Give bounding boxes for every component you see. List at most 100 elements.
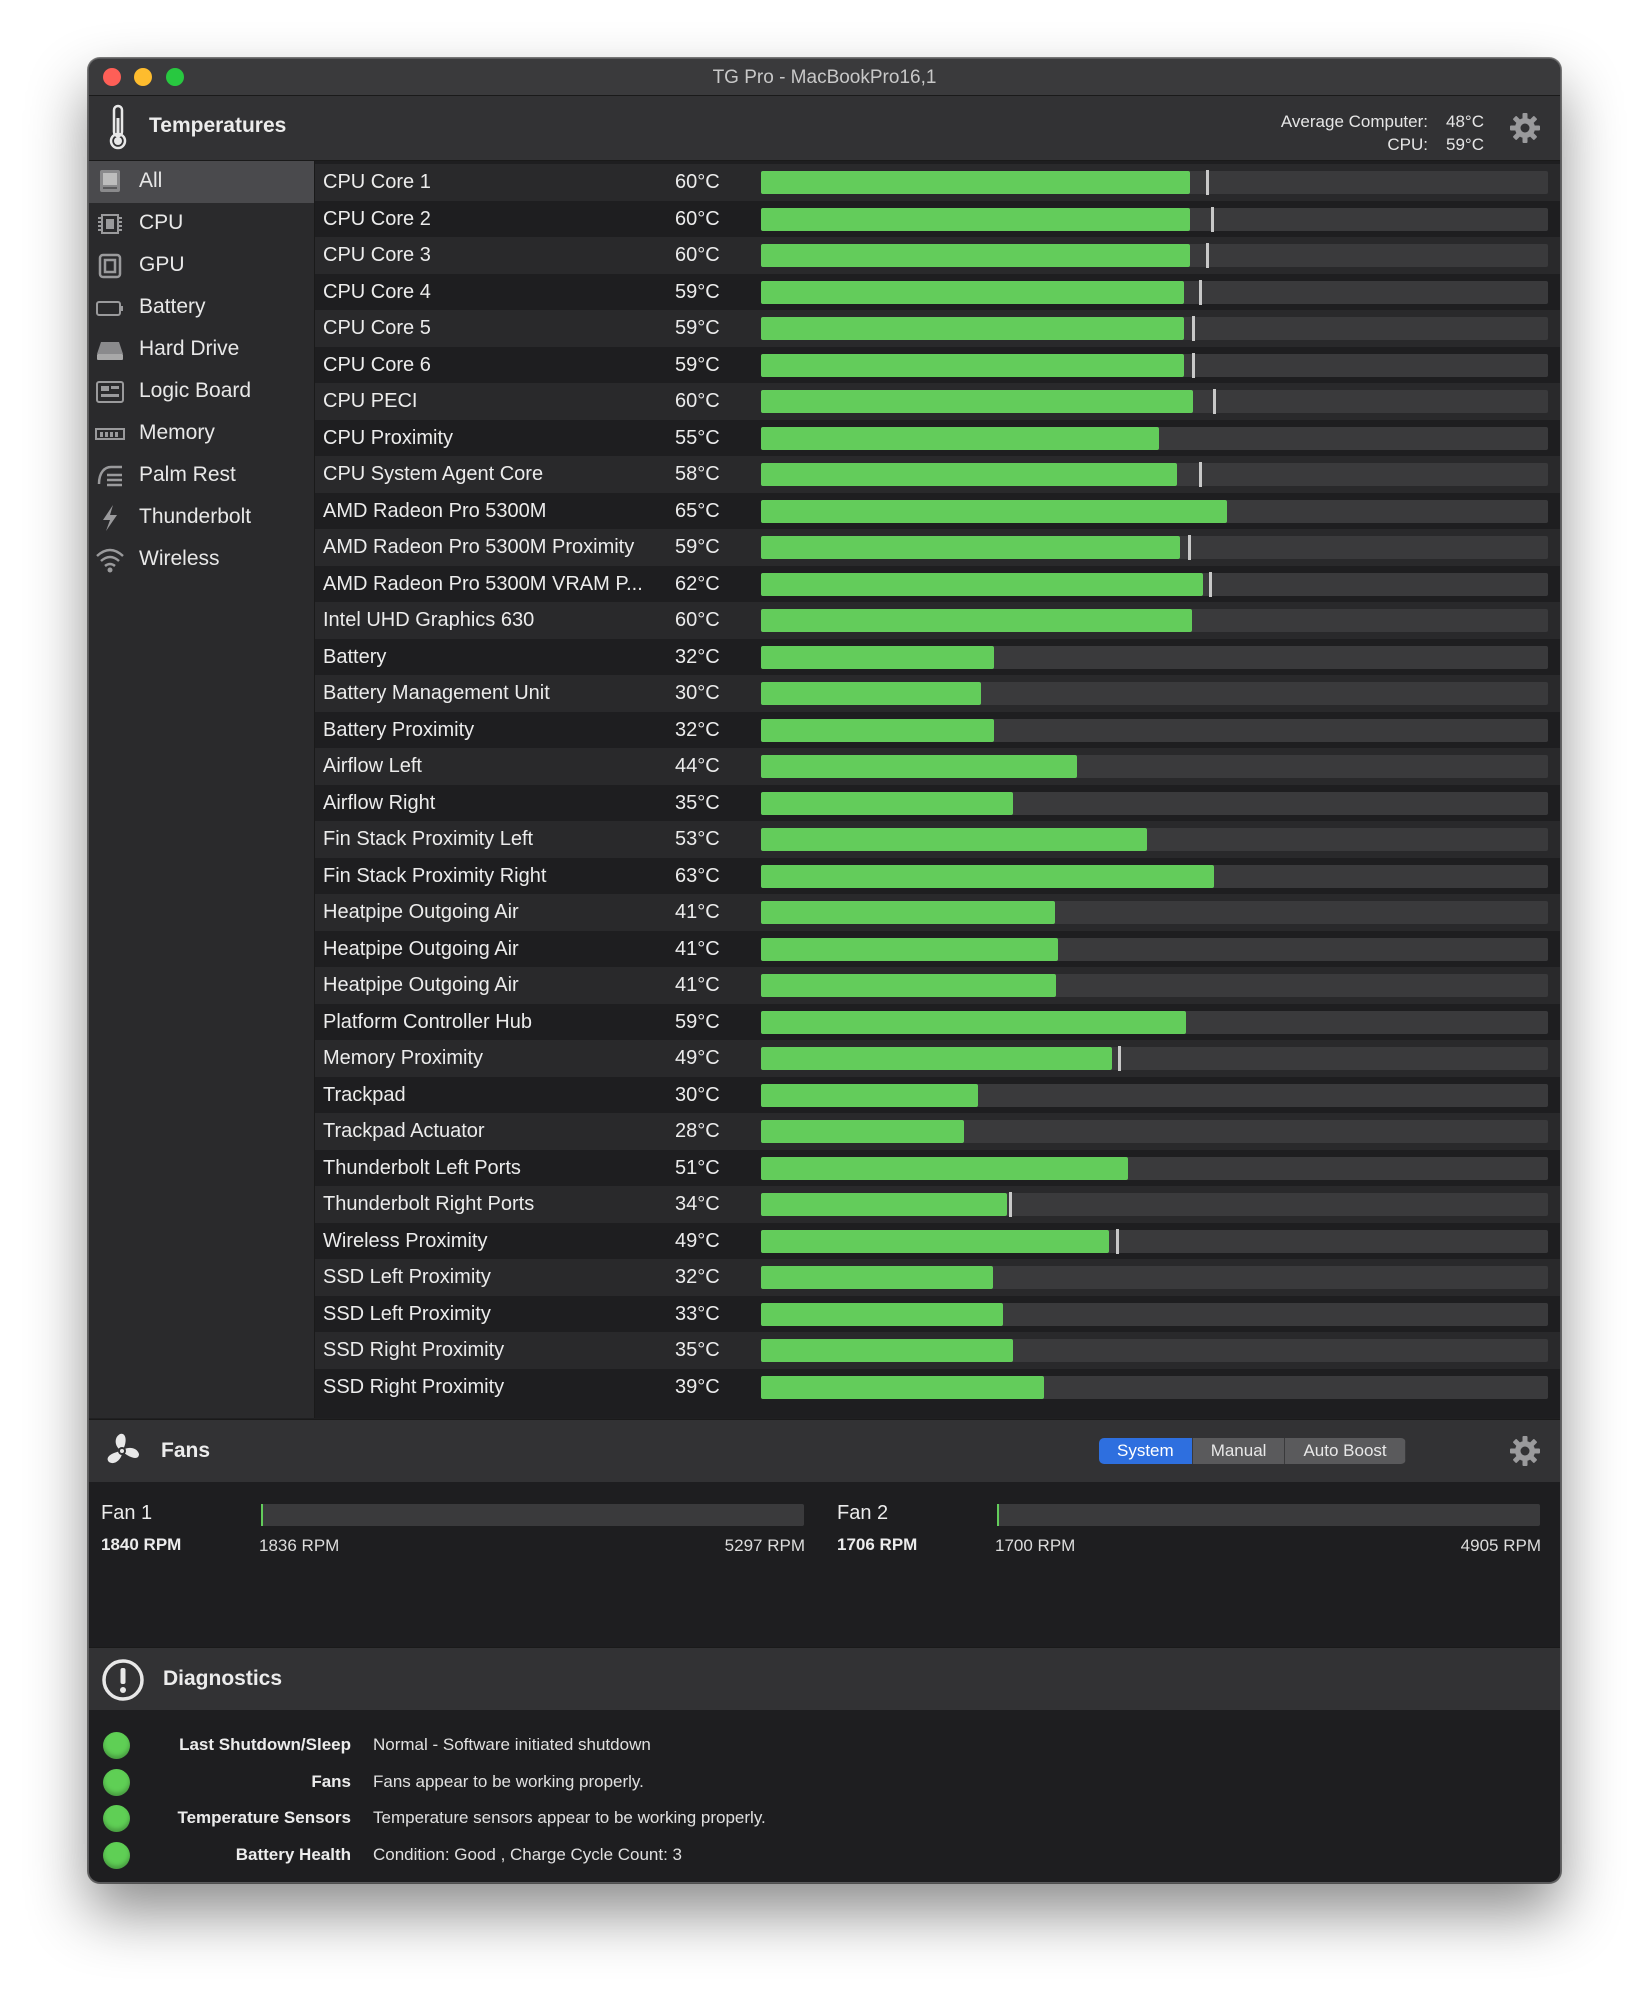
sensor-name: Trackpad Actuator <box>323 1120 485 1142</box>
sensor-name: CPU Core 5 <box>323 317 431 339</box>
sensor-name: Airflow Right <box>323 791 436 814</box>
sensor-name: CPU PECI <box>323 390 418 412</box>
sensor-temperature: 49°C <box>675 1047 720 1069</box>
sensor-name: Fin Stack Proximity Left <box>323 828 534 850</box>
sensor-row[interactable]: Memory Proximity 49°C <box>315 1040 1560 1077</box>
sensor-name: Heatpipe Outgoing Air <box>323 974 519 996</box>
sensor-temperature-fill <box>761 353 1184 377</box>
sensor-row[interactable]: Intel UHD Graphics 630 60°C <box>315 602 1560 639</box>
sensor-temperature: 60°C <box>675 244 720 266</box>
sensor-name: Fin Stack Proximity Right <box>323 864 547 887</box>
sidebar-item-memory[interactable]: Memory <box>89 413 314 455</box>
sensor-row[interactable]: Thunderbolt Right Ports 34°C <box>315 1186 1560 1223</box>
sensor-row[interactable]: Thunderbolt Left Ports 51°C <box>315 1150 1560 1187</box>
sensor-row[interactable]: CPU Core 5 59°C <box>315 310 1560 347</box>
sensor-temperature-bar <box>761 499 1548 523</box>
sensor-row[interactable]: SSD Left Proximity 33°C <box>315 1296 1560 1333</box>
wireless-icon <box>96 548 124 573</box>
fan-mode-system[interactable]: System <box>1099 1438 1193 1464</box>
sensor-temperature: 60°C <box>675 171 720 193</box>
sensor-temperature-bar <box>761 645 1548 669</box>
sensor-row[interactable]: Trackpad 30°C <box>315 1077 1560 1114</box>
sensor-row[interactable]: SSD Left Proximity 32°C <box>315 1259 1560 1296</box>
sensor-row[interactable]: AMD Radeon Pro 5300M VRAM P... 62°C <box>315 566 1560 603</box>
sensor-temperature-fill <box>761 572 1203 596</box>
sidebar-item-thunderbolt[interactable]: Thunderbolt <box>89 497 314 539</box>
fan-2-min-rpm: 1700 RPM <box>995 1536 1076 1555</box>
sensor-row[interactable]: CPU Core 1 60°C <box>315 164 1560 201</box>
sensor-row[interactable]: CPU Core 4 59°C <box>315 274 1560 311</box>
sidebar-item-battery[interactable]: Battery <box>89 287 314 329</box>
sensor-name: CPU Core 6 <box>323 353 431 376</box>
sidebar-item-gpu[interactable]: GPU <box>89 245 314 287</box>
sensor-row[interactable]: Wireless Proximity 49°C <box>315 1223 1560 1260</box>
cpu-summary-value: 59°C <box>1446 135 1484 154</box>
thermometer-icon <box>109 104 127 150</box>
sensor-temperature: 59°C <box>675 280 720 303</box>
sensor-row[interactable]: Battery Management Unit 30°C <box>315 675 1560 712</box>
fan-2-speed-bar <box>997 1504 1540 1526</box>
temperatures-gear-icon[interactable] <box>1508 111 1542 145</box>
sensor-row[interactable]: Heatpipe Outgoing Air 41°C <box>315 967 1560 1004</box>
temperature-summary: Average Computer: 48°C CPU: 59°C <box>1281 110 1484 156</box>
sensor-temperature-fill <box>761 901 1055 924</box>
sensor-row[interactable]: Platform Controller Hub 59°C <box>315 1004 1560 1041</box>
sensor-row[interactable]: Battery 32°C <box>315 639 1560 676</box>
sensor-temperature: 32°C <box>675 1266 720 1288</box>
sensor-temperature-bar <box>761 1156 1548 1180</box>
sensor-row[interactable]: Fin Stack Proximity Right 63°C <box>315 858 1560 895</box>
minimize-button[interactable] <box>134 68 152 86</box>
sensor-row[interactable]: Airflow Left 44°C <box>315 748 1560 785</box>
average-computer-label: Average Computer: <box>1280 112 1428 131</box>
sensor-row[interactable]: Battery Proximity 32°C <box>315 712 1560 749</box>
sidebar-item-label: GPU <box>139 253 185 276</box>
sensor-temperature: 55°C <box>675 426 720 449</box>
sensor-row[interactable]: CPU Core 2 60°C <box>315 201 1560 238</box>
fan-mode-manual[interactable]: Manual <box>1192 1438 1286 1464</box>
sidebar-item-wireless[interactable]: Wireless <box>89 539 314 581</box>
sensor-row[interactable]: AMD Radeon Pro 5300M Proximity 59°C <box>315 529 1560 566</box>
sensor-temperature-bar <box>761 864 1548 888</box>
fan-mode-auto-boost[interactable]: Auto Boost <box>1285 1438 1406 1464</box>
sensor-name: CPU Core 2 <box>323 207 431 230</box>
sensor-temperature-bar <box>761 426 1548 450</box>
sidebar-item-palm-rest[interactable]: Palm Rest <box>89 455 314 497</box>
sensor-name: CPU Core 3 <box>323 244 431 266</box>
sidebar-item-label: Battery <box>139 295 206 318</box>
sensor-name: Battery Proximity <box>323 718 475 741</box>
fans-gear-icon[interactable] <box>1508 1434 1542 1468</box>
diagnostic-row-last-shutdown: Last Shutdown/Sleep Normal - Software in… <box>89 1728 1560 1764</box>
sensor-row[interactable]: CPU Core 6 59°C <box>315 347 1560 384</box>
diagnostic-label: Temperature Sensors <box>177 1808 351 1827</box>
sensor-row[interactable]: Trackpad Actuator 28°C <box>315 1113 1560 1150</box>
sensor-row[interactable]: Heatpipe Outgoing Air 41°C <box>315 931 1560 968</box>
sensor-row[interactable]: Airflow Right 35°C <box>315 785 1560 822</box>
diagnostic-value: Normal - Software initiated shutdown <box>373 1735 651 1754</box>
sensor-row[interactable]: CPU System Agent Core 58°C <box>315 456 1560 493</box>
sensor-row[interactable]: Fin Stack Proximity Left 53°C <box>315 821 1560 858</box>
sensor-temperature: 49°C <box>675 1229 720 1252</box>
sensor-row[interactable]: SSD Right Proximity 39°C <box>315 1369 1560 1406</box>
sensor-temperature-fill <box>761 171 1190 194</box>
sensor-temperature: 41°C <box>675 901 720 923</box>
sensor-row[interactable]: AMD Radeon Pro 5300M 65°C <box>315 493 1560 530</box>
sensor-list[interactable]: CPU Core 1 60°C CPU Core 2 60°C CPU Core 3 60… <box>315 161 1560 1418</box>
sensor-temperature-fill <box>761 828 1147 851</box>
sensor-name: Heatpipe Outgoing Air <box>323 901 519 923</box>
sensor-temperature: 62°C <box>675 572 720 595</box>
sidebar-item-logic-board[interactable]: Logic Board <box>89 371 314 413</box>
sensor-row[interactable]: SSD Right Proximity 35°C <box>315 1332 1560 1369</box>
sidebar-item-cpu[interactable]: CPU <box>89 203 314 245</box>
sidebar-item-hard-drive[interactable]: Hard Drive <box>89 329 314 371</box>
sensor-name: CPU Core 1 <box>323 171 431 193</box>
sensor-temperature-fill <box>761 1083 979 1107</box>
sensor-temperature-fill <box>761 499 1227 523</box>
close-button[interactable] <box>103 68 121 86</box>
diagnostics-title: Diagnostics <box>163 1667 283 1690</box>
zoom-button[interactable] <box>166 68 184 86</box>
sensor-row[interactable]: Heatpipe Outgoing Air 41°C <box>315 894 1560 931</box>
sidebar-item-all[interactable]: All <box>89 161 314 203</box>
sensor-row[interactable]: CPU PECI 60°C <box>315 383 1560 420</box>
sensor-row[interactable]: CPU Proximity 55°C <box>315 420 1560 457</box>
sensor-row[interactable]: CPU Core 3 60°C <box>315 237 1560 274</box>
